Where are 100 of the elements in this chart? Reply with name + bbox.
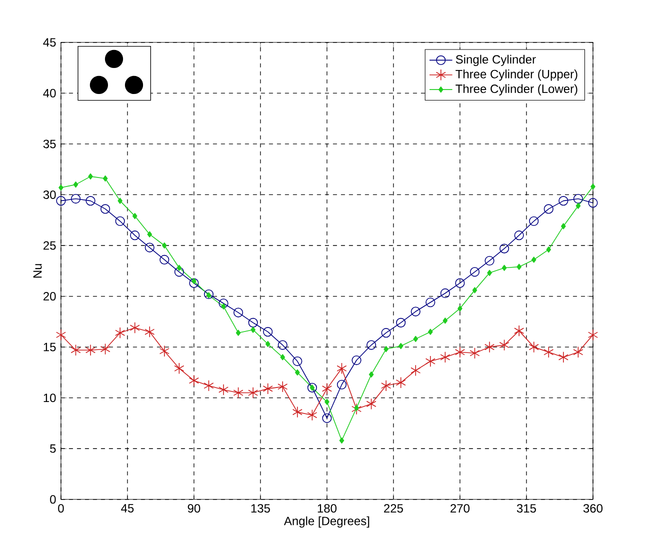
- point: [56, 196, 66, 206]
- point: [573, 346, 584, 358]
- point: [248, 318, 258, 328]
- point: [248, 387, 258, 398]
- x-tick-label: 270: [450, 504, 470, 513]
- point: [322, 382, 332, 394]
- point: [73, 182, 78, 188]
- point: [233, 387, 244, 398]
- point: [440, 351, 450, 363]
- point: [192, 278, 196, 284]
- point: [484, 341, 495, 353]
- y-tick-label: 10: [44, 394, 56, 402]
- point: [115, 216, 125, 226]
- point: [174, 362, 184, 374]
- point: [174, 267, 184, 277]
- x-tick-label: 315: [516, 504, 536, 513]
- point: [236, 330, 241, 336]
- point: [162, 242, 167, 249]
- point: [292, 356, 302, 366]
- point: [384, 346, 388, 352]
- point: [440, 288, 450, 298]
- point: [546, 246, 552, 253]
- point: [336, 362, 347, 374]
- point: [265, 340, 270, 348]
- point: [118, 198, 122, 204]
- point: [428, 328, 433, 335]
- point: [218, 298, 228, 308]
- point: [70, 194, 81, 204]
- point: [352, 355, 362, 366]
- point: [100, 204, 110, 214]
- point: [425, 356, 436, 368]
- y-tick-label: 25: [44, 241, 56, 250]
- point: [176, 264, 182, 271]
- point: [159, 345, 170, 357]
- point: [499, 244, 510, 254]
- point: [590, 184, 596, 190]
- point: [368, 371, 374, 378]
- point: [354, 404, 359, 412]
- legend-label: Single Cylinder: [456, 54, 536, 66]
- point: [88, 173, 93, 180]
- x-tick-label: 45: [121, 504, 134, 512]
- point: [188, 374, 199, 386]
- point: [218, 384, 229, 396]
- x-tick-label: 90: [188, 504, 200, 513]
- point: [381, 328, 391, 338]
- point: [250, 326, 256, 333]
- x-axis-title: Angle [Degrees]: [284, 516, 370, 528]
- legend-label: Three Cylinder (Lower): [456, 84, 578, 96]
- point: [410, 364, 421, 376]
- point: [262, 382, 273, 394]
- point: [531, 256, 536, 263]
- point: [336, 380, 347, 390]
- point: [115, 327, 126, 339]
- y-tick-label: 45: [43, 38, 56, 47]
- point: [470, 267, 480, 277]
- point: [292, 406, 302, 418]
- point: [58, 184, 64, 191]
- point: [85, 344, 96, 356]
- point: [130, 230, 140, 240]
- point: [514, 230, 524, 240]
- x-tick-label: 180: [318, 504, 337, 513]
- point: [573, 194, 583, 204]
- point: [322, 413, 332, 423]
- point: [100, 343, 110, 355]
- point: [233, 308, 244, 318]
- point: [472, 287, 478, 294]
- y-tick-label: 0: [50, 495, 56, 504]
- point: [516, 264, 522, 270]
- point: [144, 326, 155, 338]
- x-tick-label: 135: [251, 504, 270, 513]
- point: [324, 398, 330, 405]
- y-tick-label: 5: [50, 444, 56, 453]
- point: [502, 264, 507, 271]
- point: [396, 376, 406, 388]
- point: [130, 322, 140, 334]
- point: [366, 398, 376, 410]
- point: [442, 318, 448, 324]
- point: [381, 380, 392, 392]
- point: [413, 336, 418, 342]
- y-axis-title: Nu: [33, 264, 42, 278]
- point: [455, 278, 465, 288]
- x-tick-label: 360: [583, 504, 603, 513]
- point: [56, 329, 66, 341]
- x-tick-label: 225: [384, 504, 403, 513]
- point: [426, 298, 436, 308]
- point: [558, 196, 568, 206]
- point: [499, 339, 510, 351]
- y-tick-label: 30: [43, 190, 56, 199]
- point: [454, 346, 465, 358]
- point: [558, 351, 568, 363]
- point: [132, 212, 138, 220]
- point: [458, 305, 462, 312]
- point: [576, 202, 581, 209]
- point: [544, 346, 554, 358]
- point: [398, 342, 404, 350]
- point: [410, 306, 420, 316]
- point: [278, 340, 288, 350]
- point: [263, 327, 273, 337]
- point: [366, 340, 376, 350]
- point: [295, 369, 300, 376]
